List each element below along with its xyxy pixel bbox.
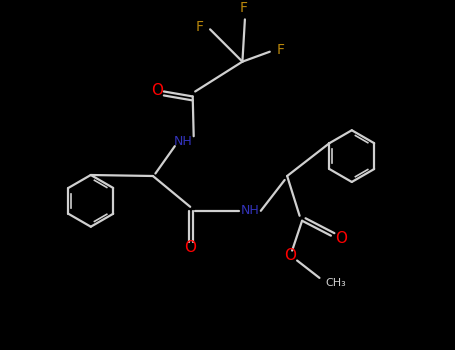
Text: NH: NH — [241, 204, 259, 217]
Text: F: F — [195, 20, 203, 34]
Text: O: O — [184, 240, 196, 255]
Text: F: F — [277, 43, 285, 57]
Text: NH: NH — [173, 135, 192, 148]
Text: F: F — [240, 1, 248, 15]
Text: CH₃: CH₃ — [325, 278, 346, 288]
Text: O: O — [284, 247, 296, 262]
Text: O: O — [151, 84, 163, 98]
Text: O: O — [335, 231, 347, 246]
